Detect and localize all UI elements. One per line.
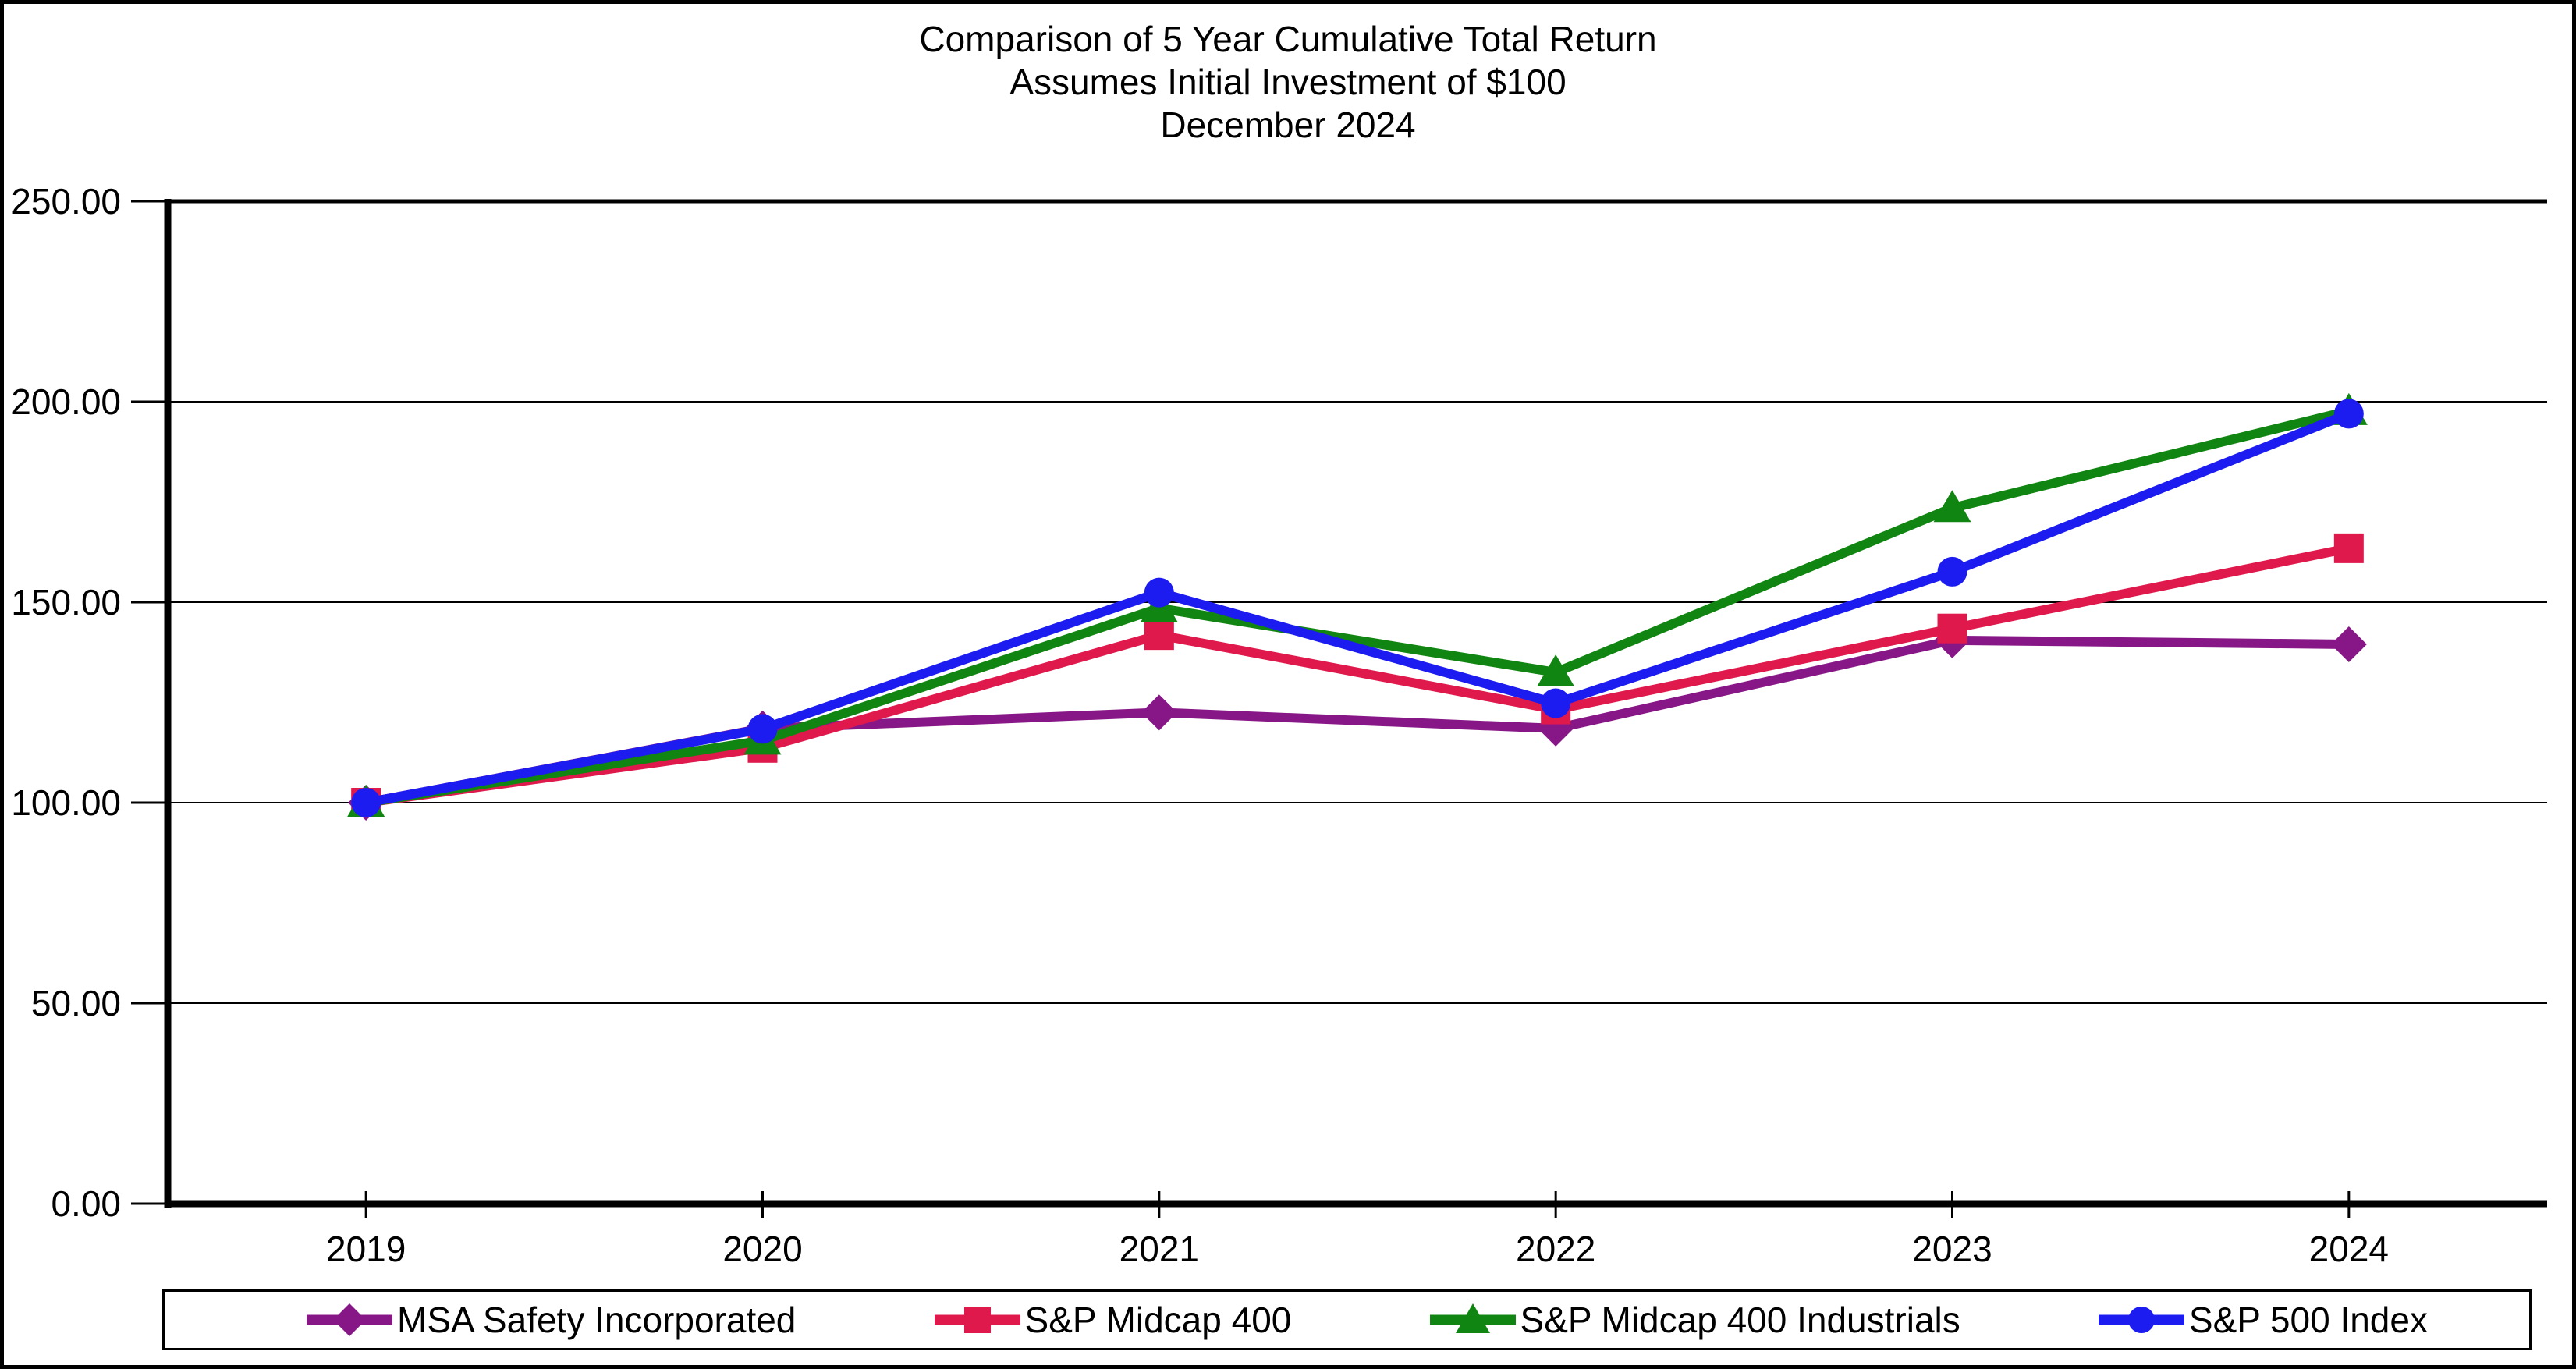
circle-marker	[747, 714, 778, 744]
triangle-marker	[1537, 654, 1575, 686]
circle-marker	[2333, 399, 2364, 429]
circle-marker	[1937, 556, 1967, 587]
x-tick-label: 2019	[326, 1229, 406, 1269]
chart-date-label: December 2024	[1160, 105, 1416, 145]
triangle-marker	[1933, 490, 1971, 523]
square-legend-icon	[934, 1307, 1020, 1333]
x-tick-label: 2024	[2309, 1229, 2389, 1269]
circle-marker	[2127, 1307, 2155, 1333]
x-tick-label: 2023	[1912, 1229, 1992, 1269]
circle-marker	[1541, 688, 1571, 718]
y-tick-label: 200.00	[11, 381, 121, 422]
square-marker	[2333, 533, 2364, 563]
chart-title-block: Comparison of 5 Year Cumulative Total Re…	[4, 18, 2572, 147]
chart-title: Comparison of 5 Year Cumulative Total Re…	[919, 19, 1657, 59]
square-marker	[1937, 613, 1967, 644]
legend-item-s-p-midcap-400: S&P Midcap 400	[931, 1299, 1292, 1341]
chart-subtitle: Assumes Initial Investment of $100	[1009, 62, 1567, 102]
series-s-p-midcap-400	[351, 533, 2364, 817]
y-tick-label: 250.00	[11, 181, 121, 222]
legend-label: S&P Midcap 400	[1024, 1300, 1292, 1340]
legend-label: MSA Safety Incorporated	[397, 1300, 797, 1340]
diamond-marker	[2330, 626, 2367, 662]
legend-label: S&P Midcap 400 Industrials	[1520, 1300, 1960, 1340]
square-marker	[1144, 620, 1174, 651]
square-marker	[963, 1307, 991, 1333]
series-line	[365, 406, 2351, 807]
y-tick-label: 50.00	[31, 983, 121, 1023]
y-tick-label: 150.00	[11, 582, 121, 622]
y-tick-label: 0.00	[51, 1183, 121, 1224]
triangle-marker	[1455, 1303, 1490, 1333]
series-line	[365, 409, 2351, 807]
legend-item-s-p-midcap-400-industrials: S&P Midcap 400 Industrials	[1427, 1299, 1960, 1341]
y-tick-label: 100.00	[11, 782, 121, 823]
circle-legend-icon	[2098, 1307, 2184, 1333]
series-line	[365, 543, 2351, 807]
x-tick-label: 2022	[1516, 1229, 1595, 1269]
legend-box: MSA Safety Incorporated S&P Midcap 400 S&P…	[162, 1289, 2532, 1350]
circle-marker	[1144, 577, 1174, 608]
diamond-marker	[1141, 694, 1177, 731]
triangle-legend-icon	[1429, 1303, 1516, 1333]
diamond-legend-icon	[307, 1303, 392, 1336]
circle-marker	[351, 788, 381, 817]
x-tick-label: 2020	[722, 1229, 802, 1269]
x-tick-label: 2021	[1119, 1229, 1199, 1269]
diamond-marker	[333, 1303, 366, 1336]
series-s-p-500-index	[351, 399, 2364, 817]
plot-area: 0.00 50.00 100.00 150.00 200.00 250.00 2019 202…	[11, 181, 2547, 1269]
legend-label: S&P 500 Index	[2188, 1300, 2428, 1340]
legend-item-msa-safety-incorporated: MSA Safety Incorporated	[303, 1299, 796, 1341]
legend-item-s-p-500-index: S&P 500 Index	[2095, 1299, 2428, 1341]
series-line	[365, 635, 2349, 807]
